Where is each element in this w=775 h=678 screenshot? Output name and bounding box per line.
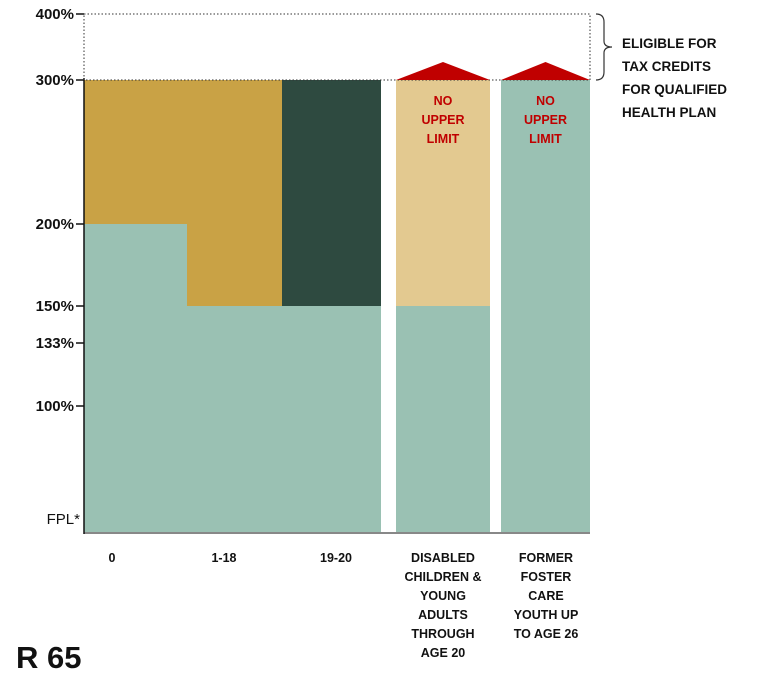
no-upper-limit-label-disabled-3: LIMIT (427, 132, 460, 146)
category-label-foster-4: YOUTH UP (514, 608, 579, 622)
tax-credit-bracket (595, 13, 613, 81)
category-label-disabled-6: AGE 20 (421, 646, 466, 660)
category-label-disabled-4: ADULTS (418, 608, 468, 622)
y-tick-label-100: 100% (36, 398, 74, 415)
category-label-disabled-1: DISABLED (411, 551, 475, 565)
bar-segment-disabled-150-300 (396, 80, 490, 306)
category-label-disabled-2: CHILDREN & (404, 570, 481, 584)
bar-segment-age-1-18-150-300 (187, 80, 282, 306)
y-tick-label-200: 200% (36, 216, 74, 233)
tax-credit-label-line-2: TAX CREDITS (622, 59, 711, 74)
bar-segment-age-0-0-200 (84, 224, 187, 532)
category-label-foster-2: FOSTER (521, 570, 572, 584)
y-tick-label-133: 133% (36, 335, 74, 352)
bar-segment-age-0-200-300 (84, 80, 187, 224)
partial-title: R 65 (16, 640, 82, 675)
y-tick-label-400: 400% (36, 6, 74, 23)
no-upper-limit-arrow-foster (501, 62, 590, 80)
no-upper-limit-label-foster-1: NO (536, 94, 555, 108)
category-label-age-1-18-1: 1-18 (211, 551, 236, 565)
category-label-foster-5: TO AGE 26 (514, 627, 579, 641)
no-upper-limit-label-disabled-1: NO (434, 94, 453, 108)
category-label-age-0-1: 0 (109, 551, 116, 565)
no-upper-limit-arrow-disabled (396, 62, 490, 80)
category-label-age-19-20-1: 19-20 (320, 551, 352, 565)
y-tick-label-150: 150% (36, 298, 74, 315)
bar-segment-age-19-20-0-150 (282, 306, 381, 532)
no-upper-limit-label-disabled-2: UPPER (421, 113, 464, 127)
category-label-disabled-5: THROUGH (411, 627, 474, 641)
category-label-disabled-3: YOUNG (420, 589, 466, 603)
y-tick-label-300: 300% (36, 72, 74, 89)
category-label-foster-3: CARE (528, 589, 563, 603)
bar-segment-foster-0-300 (501, 80, 590, 532)
bar-segment-age-1-18-0-150 (187, 306, 282, 532)
tax-credit-label-line-1: ELIGIBLE FOR (622, 36, 717, 51)
tax-credit-label-line-3: FOR QUALIFIED (622, 82, 727, 97)
no-upper-limit-label-foster-3: LIMIT (529, 132, 562, 146)
tax-credit-label-line-4: HEALTH PLAN (622, 105, 716, 120)
no-upper-limit-label-foster-2: UPPER (524, 113, 567, 127)
y-tick-label-fpl: FPL* (47, 511, 81, 528)
bar-segment-disabled-0-150 (396, 306, 490, 532)
tax-credit-band (83, 13, 591, 81)
bar-segment-age-19-20-150-300 (282, 80, 381, 306)
category-label-foster-1: FORMER (519, 551, 573, 565)
